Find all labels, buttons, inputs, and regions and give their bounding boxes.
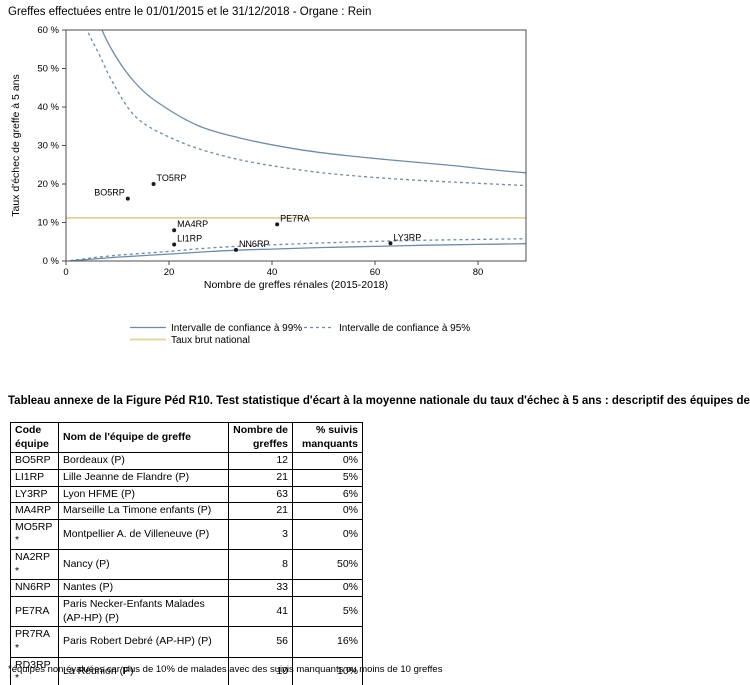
y-tick-label: 0 % [43,256,60,267]
missing-pct-cell: 0% [292,502,363,520]
plot-frame [65,29,527,262]
x-axis-title: Nombre de greffes rénales (2015-2018) [204,279,388,291]
team-code-cell: LY3RP [10,485,59,504]
table-row: BO5RP Bordeaux (P) 12 0% [10,452,363,470]
team-name-cell: Nantes (P) [58,579,229,598]
point-label: PE7RA [280,213,310,223]
table-header-row: Code équipe Nom de l'équipe de greffe Nomb… [10,421,363,454]
y-tick-label: 10 % [37,218,59,229]
point-label: MA4RP [177,219,208,229]
data-point [151,182,156,186]
missing-pct-cell: 0% [292,518,363,551]
point-label: TO5RP [157,173,187,183]
table-header: Code équipe Nom de l'équipe de greffe Nomb… [10,421,363,454]
y-tick-label: 60 % [37,25,59,36]
point-label: BO5RP [94,188,125,198]
greffes-count-cell: 41 [228,596,293,628]
footnote: *équipes non évaluées car plus de 10% de… [8,664,443,675]
team-name-cell: Lyon HFME (P) [58,485,229,504]
column-header: % suivis manquants [292,421,363,454]
table-row: LY3RP Lyon HFME (P) 63 6% [10,485,363,504]
funnel-plot: 0 20 40 60 80 0 % 10 % 20 % 30 % 40 % 50 % 60 % Nomb… [10,25,527,346]
ci95-upper-curve [86,30,526,187]
point-label: LY3RP [393,232,421,242]
greffes-count-cell: 21 [228,502,293,520]
table-row: MA4RP Marseille La Timone enfants (P) 21 0% [10,502,363,520]
table-row: NN6RP Nantes (P) 33 0% [10,579,363,598]
data-point [172,228,177,233]
missing-pct-cell: 50% [292,549,363,581]
missing-pct-cell: 0% [292,452,363,470]
greffes-count-cell: 8 [228,549,293,581]
missing-pct-cell: 10% [292,656,363,685]
team-name-cell: Montpellier A. de Villeneuve (P) [58,518,229,551]
point-label: LI1RP [177,233,202,243]
x-tick-label: 20 [164,267,175,278]
missing-pct-cell: 16% [292,626,363,658]
y-tick-label: 40 % [37,102,59,113]
chart-title: Greffes effectuées entre le 01/01/2015 e… [8,6,372,18]
missing-pct-cell: 5% [292,468,363,487]
ci99-lower-curve [70,243,526,261]
x-tick-label: 80 [473,267,484,278]
team-name-cell: Bordeaux (P) [58,452,229,470]
data-point [275,222,280,227]
team-code-cell: BO5RP [10,452,59,470]
y-tick-label: 20 % [37,179,59,190]
team-code-cell: NA2RP* [10,549,59,581]
column-header: Nombre de greffes [228,421,293,454]
missing-pct-cell: 0% [292,579,363,598]
data-point [172,242,177,247]
team-code-cell: LI1RP [10,468,59,487]
y-tick-label: 30 % [37,141,59,152]
team-code-cell: MO5RP* [10,518,59,551]
greffes-count-cell: 12 [228,452,293,470]
table-row: MO5RP* Montpellier A. de Villeneuve (P) 3 0… [10,518,363,551]
table-row: RD3RP* La Réunion (P) 10 10% [10,656,363,685]
y-axis-title: Taux d'échec de greffe à 5 ans [10,74,22,217]
greffes-count-cell: 3 [228,518,293,551]
data-point [233,247,238,252]
team-name-cell: Lille Jeanne de Flandre (P) [58,468,229,487]
greffes-count-cell: 33 [228,579,293,598]
table-row: PR7RA* Paris Robert Debré (AP-HP) (P) 56 16… [10,626,363,658]
team-name-cell: Paris Robert Debré (AP-HP) (P) [58,626,229,658]
data-point [388,241,393,246]
ci95-lower-curve [70,238,526,261]
missing-pct-cell: 5% [292,596,363,628]
greffes-count-cell: 63 [228,485,293,504]
legend-label: Taux brut national [171,335,250,346]
legend-label: Intervalle de confiance à 95% [339,323,470,334]
table-row: LI1RP Lille Jeanne de Flandre (P) 21 5% [10,468,363,487]
table-body: BO5RP Bordeaux (P) 12 0% LI1RP Lille Jeanne d… [10,452,363,685]
legend-label: Intervalle de confiance à 99% [171,323,302,334]
table-row: PE7RA Paris Necker-Enfants Malades (AP-HP… [10,596,363,628]
data-point [125,196,130,201]
team-code-cell: PE7RA [10,596,59,628]
y-tick-label: 50 % [37,64,59,75]
team-code-cell: PR7RA* [10,626,59,658]
greffes-count-cell: 10 [228,656,293,685]
x-tick-label: 0 [63,267,68,278]
team-name-cell: Paris Necker-Enfants Malades (AP-HP) (P) [58,596,229,628]
greffes-count-cell: 56 [228,626,293,658]
teams-table: Code équipe Nom de l'équipe de greffe Nomb… [10,421,363,685]
ci99-upper-curve [101,30,526,174]
table-row: NA2RP* Nancy (P) 8 50% [10,549,363,581]
missing-pct-cell: 6% [292,485,363,504]
team-code-cell: NN6RP [10,579,59,598]
column-header: Code équipe [10,421,59,454]
team-code-cell: MA4RP [10,502,59,520]
table-title: Tableau annexe de la Figure Péd R10. Tes… [8,395,750,407]
x-tick-label: 60 [370,267,381,278]
team-name-cell: Nancy (P) [58,549,229,581]
x-tick-label: 40 [267,267,278,278]
column-header: Nom de l'équipe de greffe [58,421,229,454]
team-name-cell: La Réunion (P) [58,656,229,685]
greffes-count-cell: 21 [228,468,293,487]
point-label: NN6RP [239,239,270,249]
team-name-cell: Marseille La Timone enfants (P) [58,502,229,520]
